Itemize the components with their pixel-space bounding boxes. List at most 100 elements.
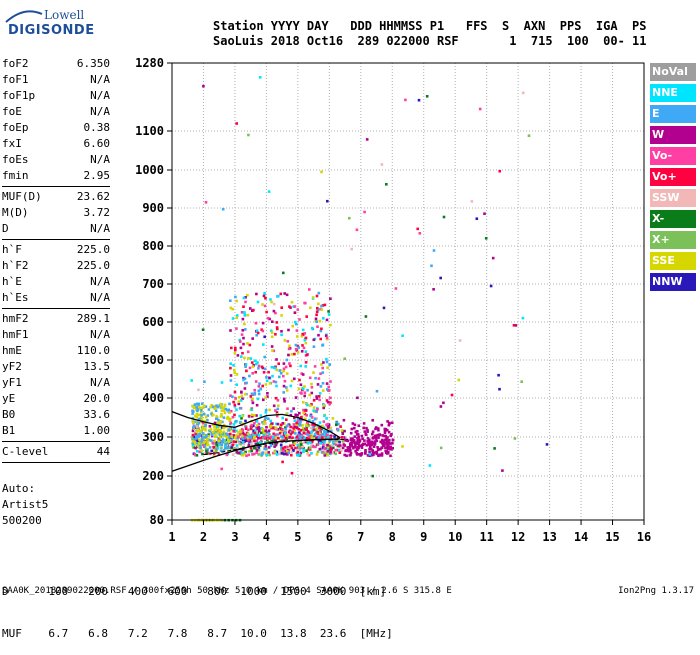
echo-point [229,374,233,377]
echo-point [190,379,193,382]
echo-point [328,389,331,392]
echo-point [384,434,388,438]
echo-point [276,422,280,426]
echo-point [203,380,206,383]
echo-point [263,304,267,308]
logo-swoosh-icon [5,10,43,23]
echo-point [219,402,222,406]
echo-point [191,429,195,433]
echo-point [307,431,311,435]
echo-point [268,408,271,412]
echo-point [371,430,375,433]
echo-point [336,448,339,452]
echo-point [245,381,248,385]
echo-point [386,444,389,448]
echo-point [246,428,250,432]
echo-point [261,452,264,455]
echo-point [314,445,317,449]
echo-point [299,429,303,432]
echo-point [321,432,325,436]
echo-point [275,422,278,426]
echo-point [310,416,314,419]
echo-point [320,447,323,451]
echo-point [293,419,297,422]
param-row: fmin 2.95 [2,168,110,184]
echo-point [242,305,245,308]
echo-point [470,200,474,203]
echo-point [231,395,234,398]
x-tick-label: 1 [168,530,175,544]
echo-point [227,428,231,431]
echo-point [380,440,383,444]
echo-point [205,449,208,453]
echo-point [281,428,284,431]
echo-point [249,357,253,360]
echo-point [255,431,258,434]
echo-point [333,435,336,438]
echo-point [213,426,216,429]
echo-point [257,367,260,370]
echo-point [385,449,388,453]
echo-point [201,328,205,331]
echo-point [241,397,244,400]
echo-point [270,442,274,445]
version-label: Ion2Png 1.3.17 [618,586,694,596]
echo-point [281,460,284,464]
echo-point [243,356,246,360]
echo-point [356,396,359,400]
echo-point [269,444,273,448]
echo-point [228,402,231,406]
echo-point [284,436,287,440]
echo-point [332,446,335,450]
echo-point [232,429,235,432]
echo-point [498,387,501,391]
echo-point [376,448,380,452]
echo-point [257,392,261,396]
echo-point [385,446,389,449]
echo-point [324,443,328,446]
echo-point [220,467,223,471]
echo-point [218,443,222,446]
echo-point [394,287,398,290]
param-value: 44 [96,445,110,458]
echo-point [244,300,247,304]
echo-point [387,421,391,425]
echo-point [370,441,373,444]
echo-point [200,409,203,412]
echo-point [228,435,231,439]
echo-point [284,426,287,429]
echo-point [257,422,261,426]
echo-point [298,431,301,434]
echo-point [365,426,368,430]
echo-point [280,446,283,449]
param-value: N/A [90,73,110,86]
echo-point [279,427,283,431]
param-label: foF2 [2,57,29,70]
param-value: 6.350 [76,57,110,70]
echo-point [213,404,216,408]
echo-point [493,447,496,450]
echo-point [348,216,351,220]
echo-point [247,453,250,457]
echo-point [372,451,375,455]
param-label: h`F [2,243,22,256]
echo-point [343,429,346,433]
echo-point [272,432,275,436]
echo-point [260,453,263,457]
echo-point [315,429,318,433]
echo-point [218,404,221,407]
echo-point [243,322,246,326]
echo-point [220,415,223,418]
echo-point [368,448,371,451]
echo-point [201,425,205,428]
echo-point [387,447,390,450]
echo-point [283,379,287,383]
echo-point [344,449,347,453]
echo-point [213,421,217,425]
y-tick-label: 200 [142,469,164,483]
echo-point [501,469,504,472]
echo-point [253,436,256,439]
echo-point [279,372,283,375]
echo-point [293,425,297,429]
echo-point [248,374,251,378]
